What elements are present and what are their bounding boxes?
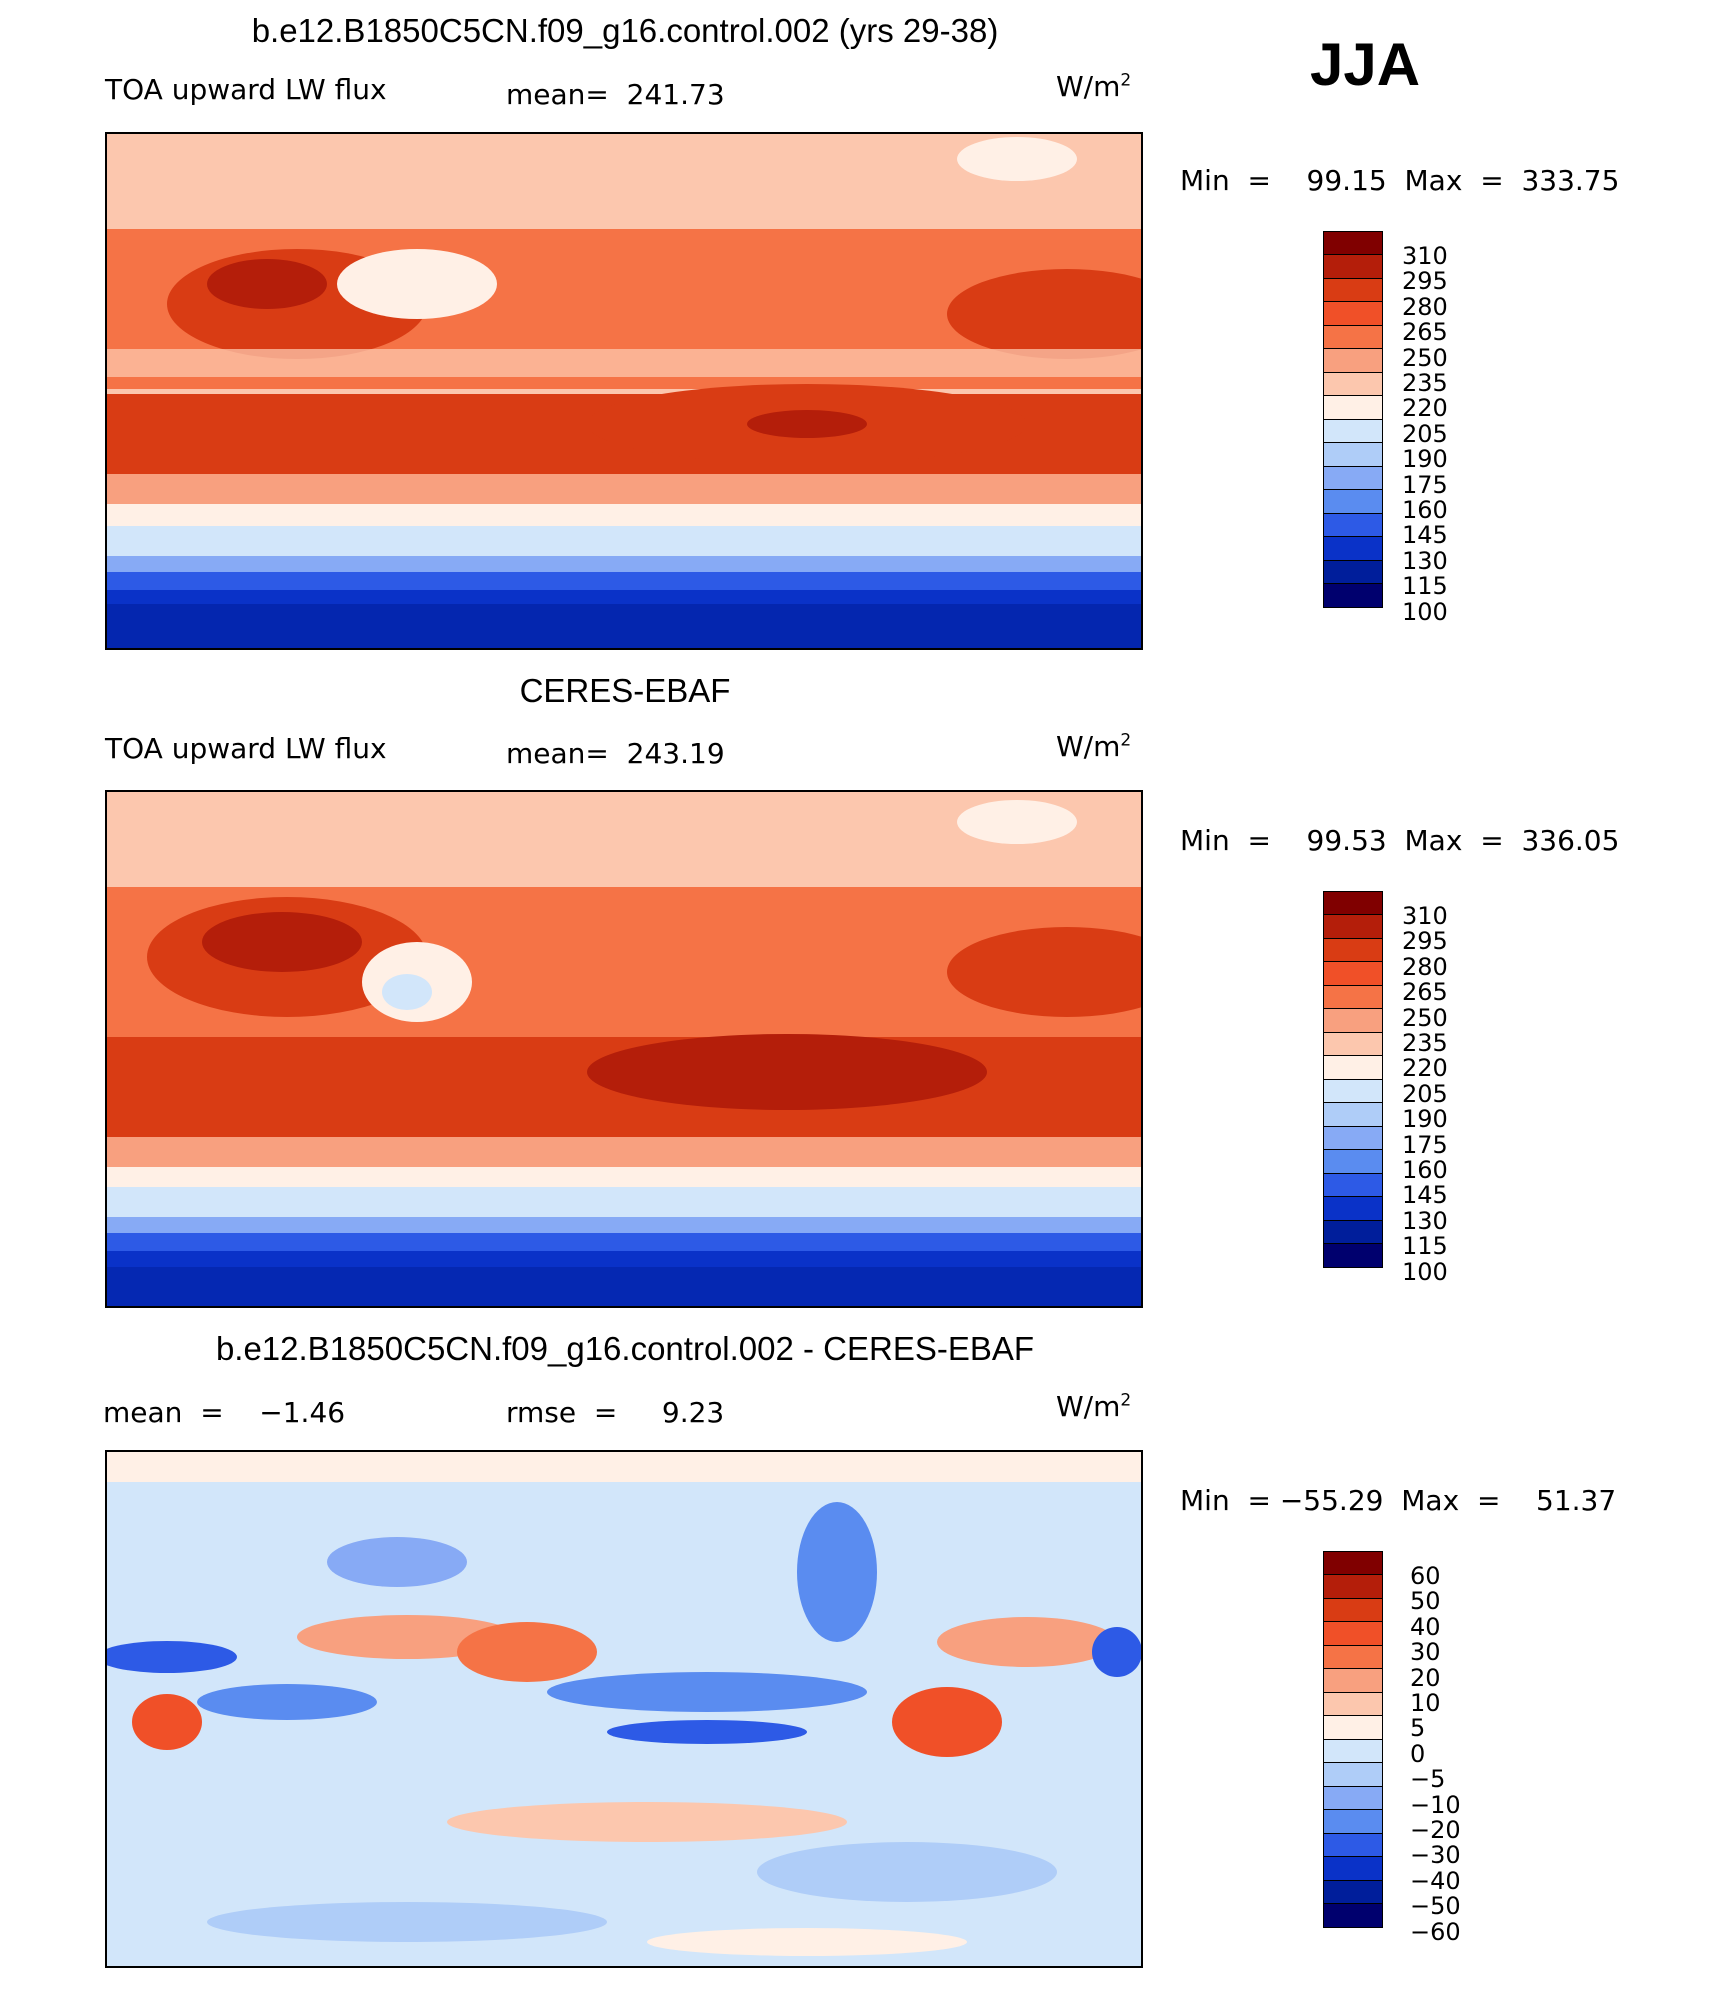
colorbar-tick-label: −40 (1410, 1866, 1461, 1895)
panel3-map (105, 1450, 1143, 1968)
colorbar-tick-label: 30 (1410, 1638, 1441, 1667)
panel2-map (105, 790, 1143, 1308)
colorbar-tick-label: 130 (1402, 1206, 1448, 1235)
colorbar-tick-label: 100 (1402, 597, 1448, 626)
colorbar-tick-label: 235 (1402, 369, 1448, 398)
panel2-minmax: Min = 99.53 Max = 336.05 (1180, 824, 1620, 857)
panel1-map (105, 132, 1143, 650)
colorbar-tick-label: 115 (1402, 572, 1448, 601)
panel2-colorbar-labels: 310 295 280 265 250 235 220 205 190 175 … (1402, 902, 1448, 1286)
colorbar-tick-label: 130 (1402, 546, 1448, 575)
colorbar-tick-label: −10 (1410, 1790, 1461, 1819)
colorbar-tick-label: −60 (1410, 1917, 1461, 1946)
colorbar-tick-label: 160 (1402, 496, 1448, 525)
colorbar-tick-label: 5 (1410, 1714, 1426, 1743)
colorbar-tick-label: 50 (1410, 1587, 1441, 1616)
colorbar-tick-label: −50 (1410, 1892, 1461, 1921)
panel3-minmax: Min = −55.29 Max = 51.37 (1180, 1484, 1617, 1517)
season-label: JJA (1310, 31, 1421, 98)
colorbar-tick-label: 310 (1402, 902, 1448, 930)
colorbar-tick-label: 60 (1410, 1562, 1441, 1590)
colorbar-tick-label: 250 (1402, 1003, 1448, 1032)
panel3-title: b.e12.B1850C5CN.f09_g16.control.002 - CE… (215, 1330, 1035, 1367)
colorbar-tick-label: 20 (1410, 1663, 1441, 1692)
colorbar-tick-label: 100 (1402, 1257, 1448, 1286)
panel1-units: W/m2 (1056, 70, 1132, 103)
colorbar-tick-label: 220 (1402, 1054, 1448, 1083)
colorbar-tick-label: 295 (1402, 927, 1448, 956)
panel3-map-field (107, 1452, 1141, 1966)
colorbar-tick-label: 175 (1402, 1130, 1448, 1159)
panel1-minmax: Min = 99.15 Max = 333.75 (1180, 164, 1620, 197)
colorbar-tick-label: 280 (1402, 952, 1448, 981)
panel1-mean: mean= 241.73 (506, 78, 725, 111)
colorbar-tick-label: 250 (1402, 343, 1448, 372)
colorbar-tick-label: 310 (1402, 242, 1448, 270)
panel1-title: b.e12.B1850C5CN.f09_g16.control.002 (yrs… (251, 12, 999, 49)
panel2-variable: TOA upward LW flux (105, 732, 387, 765)
colorbar-tick-label: −5 (1410, 1765, 1446, 1794)
colorbar-tick-label: 160 (1402, 1156, 1448, 1185)
colorbar-tick-label: 115 (1402, 1232, 1448, 1261)
panel1-variable: TOA upward LW flux (105, 73, 387, 106)
panel1-map-field (107, 134, 1141, 648)
colorbar-tick-label: 205 (1402, 1079, 1448, 1108)
colorbar-tick-label: 40 (1410, 1612, 1441, 1641)
colorbar-tick-label: 175 (1402, 470, 1448, 499)
panel3-units: W/m2 (1056, 1390, 1132, 1423)
panel3-colorbar-labels: 60 50 40 30 20 10 5 0 −5 −10 −20 −30 −40… (1410, 1562, 1461, 1946)
panel3-mean: mean = −1.46 (103, 1396, 346, 1429)
colorbar-tick-label: 280 (1402, 292, 1448, 321)
panel2-map-field (107, 792, 1141, 1306)
colorbar-tick-label: 220 (1402, 394, 1448, 423)
colorbar-tick-label: 265 (1402, 318, 1448, 347)
colorbar-tick-label: 205 (1402, 419, 1448, 448)
colorbar-tick-label: 190 (1402, 445, 1448, 474)
panel2-colorbar (1323, 890, 1383, 1268)
colorbar-tick-label: 295 (1402, 267, 1448, 296)
panel1-colorbar (1323, 230, 1383, 608)
panel3-rmse: rmse = 9.23 (506, 1396, 725, 1429)
panel2-mean: mean= 243.19 (506, 737, 725, 770)
colorbar-tick-label: 190 (1402, 1105, 1448, 1134)
colorbar-tick-label: 0 (1410, 1739, 1426, 1768)
panel3-colorbar (1323, 1550, 1383, 1928)
colorbar-tick-label: 10 (1410, 1689, 1441, 1718)
colorbar-tick-label: 235 (1402, 1029, 1448, 1058)
panel1-colorbar-labels: 310 295 280 265 250 235 220 205 190 175 … (1402, 242, 1448, 626)
colorbar-tick-label: −30 (1410, 1841, 1461, 1870)
panel2-title: CERES-EBAF (519, 672, 731, 709)
colorbar-tick-label: 265 (1402, 978, 1448, 1007)
colorbar-tick-label: −20 (1410, 1816, 1461, 1845)
colorbar-tick-label: 145 (1402, 1181, 1448, 1210)
panel2-units: W/m2 (1056, 730, 1132, 763)
colorbar-tick-label: 145 (1402, 521, 1448, 550)
